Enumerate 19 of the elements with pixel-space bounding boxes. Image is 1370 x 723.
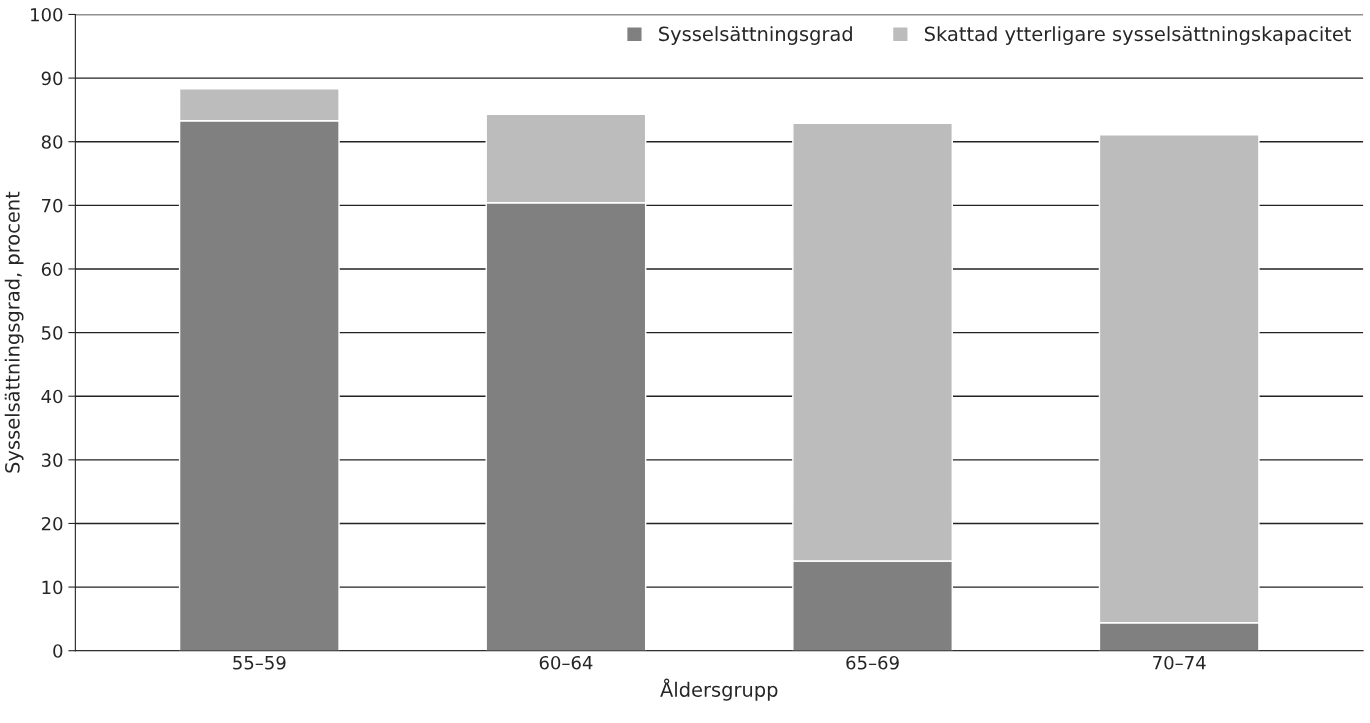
legend-label: Skattad ytterligare sysselsättningskapacitet [924,26,1352,45]
y-tick-label: 10 [42,580,63,595]
x-tick-label: 55–59 [233,655,286,670]
legend-label: Sysselsättningsgrad [659,26,852,45]
x-tick-label: 65–69 [846,655,899,670]
y-tick-label: 80 [41,135,63,149]
y-tick-label: 30 [41,453,63,467]
x-axis-title: Åldersgrupp [660,678,778,701]
y-axis-title: Sysselsättningsgrad, procent [4,191,24,473]
x-tick-label: 60–64 [539,655,593,670]
y-tick-label: 20 [41,516,63,531]
y-tick-label: 100 [31,7,63,22]
x-tick-label: 70–74 [1153,655,1206,670]
y-tick-label: 40 [41,389,63,404]
y-tick-label: 0 [53,644,63,658]
y-tick-label: 60 [41,262,63,277]
y-tick-label: 50 [41,326,63,340]
y-tick-label: 90 [41,71,63,86]
y-tick-label: 70 [42,198,63,213]
